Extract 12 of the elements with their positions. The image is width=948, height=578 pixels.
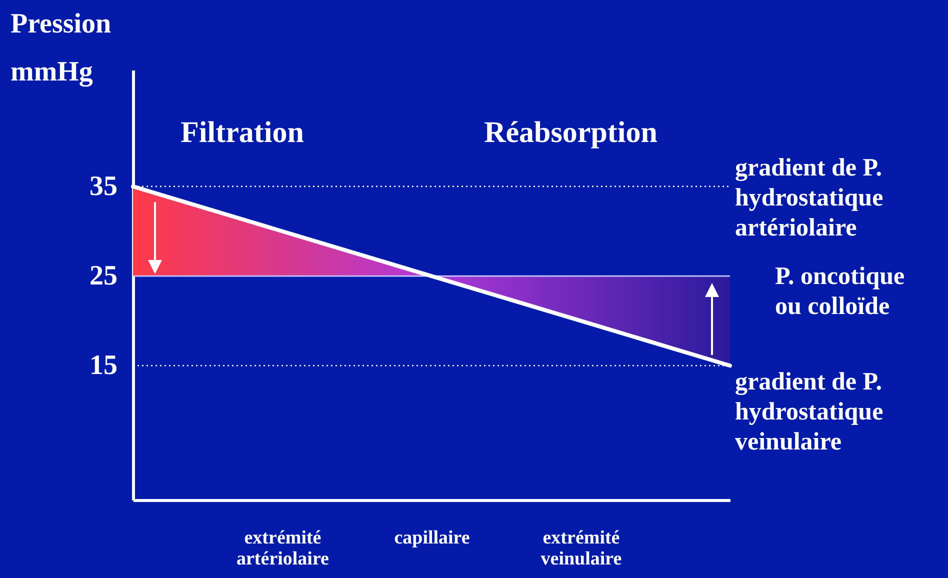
x-tick-label: extrémité veinulaire [540, 528, 622, 570]
ref-line-label: P. oncotique ou colloïde [775, 263, 905, 320]
y-tick-label: 15 [90, 350, 118, 382]
y-tick-label: 35 [90, 170, 118, 202]
ref-line-label: gradient de P. hydrostatique veinulaire [735, 368, 884, 456]
ref-line-label: gradient de P. hydrostatique artériolaire [735, 154, 884, 242]
annotation: Filtration [180, 116, 304, 149]
y-tick-label: 25 [90, 260, 118, 292]
annotation: Réabsorption [484, 116, 658, 149]
x-tick-label: extrémité artériolaire [236, 528, 329, 570]
y-axis-title: Pression mmHg [10, 8, 112, 88]
x-tick-label: capillaire [394, 528, 470, 548]
